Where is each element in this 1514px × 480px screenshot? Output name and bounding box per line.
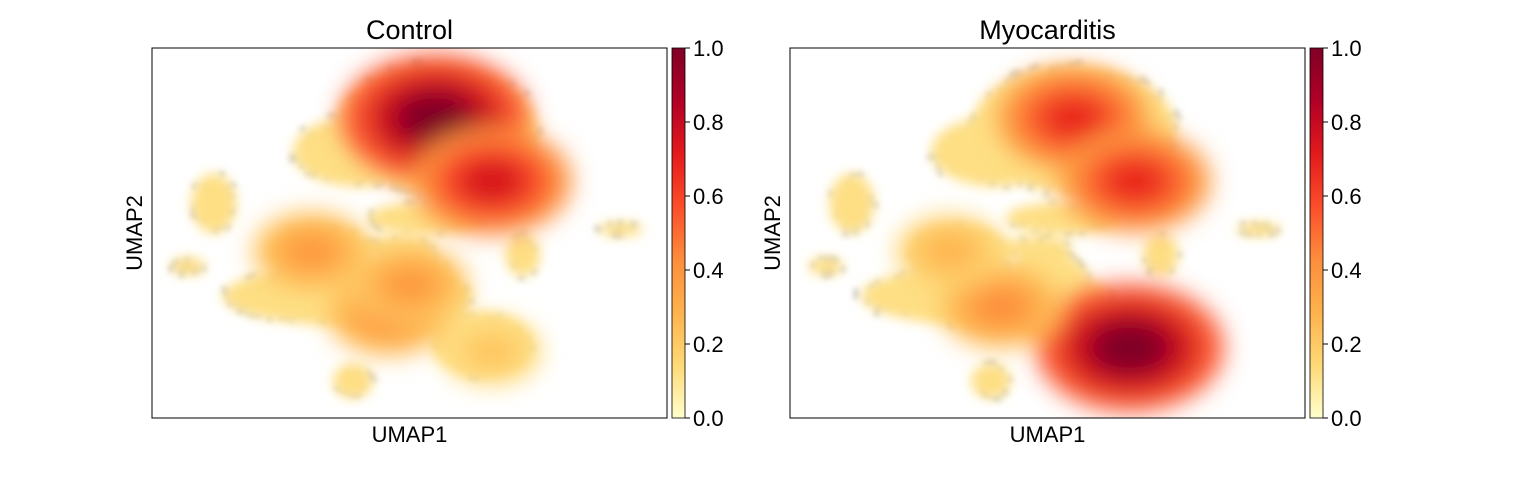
cell-point xyxy=(937,169,944,177)
colorbar-tick-label: 0.8 xyxy=(1331,110,1362,135)
cell-point xyxy=(1011,69,1018,77)
colorbar-gradient xyxy=(672,48,685,418)
cell-point xyxy=(1028,66,1035,73)
density-hotspot xyxy=(395,91,475,146)
cluster-density xyxy=(191,173,237,234)
cell-point xyxy=(1157,89,1165,96)
cluster-density xyxy=(598,222,644,237)
plot-frame xyxy=(151,47,668,419)
cluster-density xyxy=(970,363,1011,399)
cell-point xyxy=(853,293,860,300)
cluster-density xyxy=(505,234,541,277)
density-hotspot xyxy=(1090,320,1170,375)
colorbar-tick-label: 0.8 xyxy=(693,110,724,135)
colorbar-frame xyxy=(1309,47,1324,419)
cell-point xyxy=(1033,63,1040,71)
cell-point xyxy=(327,112,334,120)
colorbar-tick-label: 0.6 xyxy=(1331,184,1362,209)
cell-point xyxy=(852,288,860,295)
density-hotspots xyxy=(896,66,1224,412)
colorbar-tick-label: 0.6 xyxy=(693,184,724,209)
density-hotspot xyxy=(975,289,1027,325)
cell-point xyxy=(1076,59,1084,67)
cell-point xyxy=(523,90,530,97)
plot-frame xyxy=(789,47,1306,419)
cluster-density xyxy=(332,363,373,399)
cluster-density xyxy=(170,257,206,276)
colorbar-frame xyxy=(671,47,686,419)
cluster-density xyxy=(829,173,875,234)
cell-point xyxy=(299,126,307,133)
density-hotspots xyxy=(252,54,572,386)
cell-point xyxy=(873,310,881,317)
density-hotspot xyxy=(1041,96,1106,140)
colorbar-gradient xyxy=(1310,48,1323,418)
colorbar-tick-label: 0.0 xyxy=(693,406,724,431)
density-hotspot xyxy=(1103,159,1167,203)
density-hotspot xyxy=(286,234,337,269)
x-axis-label: UMAP1 xyxy=(372,422,448,447)
panel-control: Control UMAP1 UMAP2 0.0 0.2 0.4 0.6 0.8 1.0 xyxy=(122,15,724,447)
colorbar-tick-label: 0.0 xyxy=(1331,406,1362,431)
colorbar-tick-label: 0.4 xyxy=(693,258,724,283)
x-axis-label: UMAP1 xyxy=(1010,422,1086,447)
cell-point xyxy=(1043,191,1051,198)
cell-point xyxy=(1139,76,1147,83)
cluster-density xyxy=(1143,234,1179,277)
colorbar: 0.0 0.2 0.4 0.6 0.8 1.0 xyxy=(671,36,724,431)
density-hotspot xyxy=(458,158,526,204)
density-hotspot xyxy=(384,268,435,302)
chart-title: Myocarditis xyxy=(979,15,1116,45)
panel-myocarditis: Myocarditis UMAP1 UMAP2 0.0 0.2 0.4 0.6 0.8 1… xyxy=(760,15,1362,447)
colorbar-tick-label: 0.2 xyxy=(1331,332,1362,357)
colorbar-tick-label: 1.0 xyxy=(693,36,724,61)
y-axis-label: UMAP2 xyxy=(122,195,147,271)
umap-cells-layer xyxy=(808,59,1282,412)
y-axis-label: UMAP2 xyxy=(760,195,785,271)
colorbar-tick-label: 1.0 xyxy=(1331,36,1362,61)
colorbar-tick-label: 0.4 xyxy=(1331,258,1362,283)
umap-cells-layer xyxy=(168,54,644,399)
density-hotspot xyxy=(471,337,513,366)
cluster-density xyxy=(808,257,844,276)
cell-point xyxy=(1172,109,1179,116)
chart-title: Control xyxy=(366,15,453,45)
cell-point xyxy=(536,127,543,134)
cluster-density xyxy=(1236,222,1282,237)
colorbar-tick-label: 0.2 xyxy=(693,332,724,357)
density-hotspot xyxy=(927,236,972,267)
cluster-density xyxy=(1002,237,1073,259)
colorbar: 0.0 0.2 0.4 0.6 0.8 1.0 xyxy=(1309,36,1362,431)
